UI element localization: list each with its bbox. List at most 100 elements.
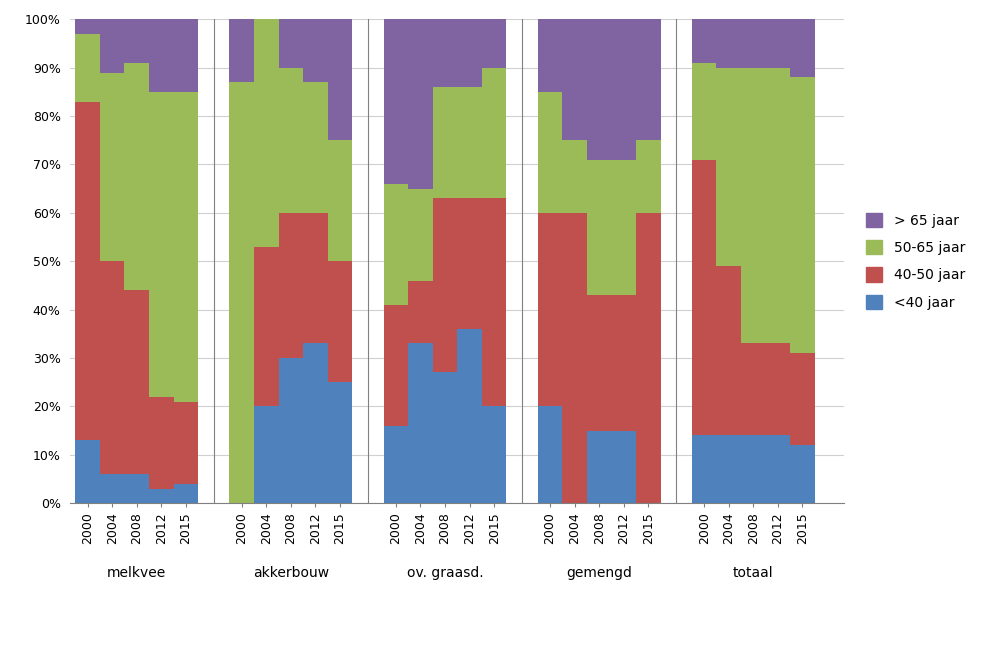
Text: akkerbouw: akkerbouw	[253, 566, 329, 580]
Bar	[691, 63, 717, 159]
Bar	[717, 19, 741, 68]
Bar	[766, 68, 790, 343]
Bar	[304, 213, 328, 343]
Bar	[717, 435, 741, 503]
Bar	[278, 213, 304, 358]
Bar	[691, 19, 717, 63]
Bar	[328, 382, 353, 503]
Bar	[408, 343, 433, 503]
Bar	[328, 141, 353, 261]
Bar	[587, 19, 611, 159]
Bar	[636, 213, 660, 503]
Bar	[99, 474, 125, 503]
Bar	[75, 441, 99, 503]
Bar	[562, 19, 587, 141]
Bar	[611, 19, 636, 159]
Bar	[538, 19, 562, 92]
Bar	[384, 19, 408, 184]
Bar	[125, 63, 149, 290]
Bar	[384, 184, 408, 305]
Bar	[457, 329, 481, 503]
Bar	[481, 68, 507, 199]
Bar	[75, 34, 99, 101]
Legend: > 65 jaar, 50-65 jaar, 40-50 jaar, <40 jaar: > 65 jaar, 50-65 jaar, 40-50 jaar, <40 j…	[859, 206, 972, 317]
Bar	[278, 358, 304, 503]
Bar	[229, 19, 254, 82]
Bar	[408, 19, 433, 189]
Bar	[125, 19, 149, 63]
Bar	[790, 445, 815, 503]
Bar	[433, 19, 457, 87]
Bar	[384, 305, 408, 426]
Bar	[766, 19, 790, 68]
Bar	[790, 77, 815, 353]
Bar	[149, 92, 174, 397]
Bar	[481, 406, 507, 503]
Bar	[229, 82, 254, 503]
Bar	[741, 68, 766, 343]
Bar	[562, 213, 587, 503]
Bar	[538, 213, 562, 406]
Bar	[562, 141, 587, 213]
Bar	[99, 261, 125, 474]
Bar	[433, 199, 457, 373]
Text: melkvee: melkvee	[108, 566, 166, 580]
Text: totaal: totaal	[733, 566, 774, 580]
Text: ov. graasd.: ov. graasd.	[407, 566, 483, 580]
Bar	[75, 102, 99, 441]
Bar	[457, 87, 481, 199]
Bar	[125, 474, 149, 503]
Bar	[717, 68, 741, 266]
Bar	[433, 373, 457, 503]
Bar	[174, 19, 198, 92]
Bar	[99, 73, 125, 261]
Bar	[149, 19, 174, 92]
Bar	[99, 19, 125, 73]
Bar	[174, 484, 198, 503]
Bar	[254, 19, 278, 246]
Bar	[328, 19, 353, 141]
Bar	[254, 406, 278, 503]
Bar	[741, 435, 766, 503]
Bar	[304, 82, 328, 213]
Bar	[457, 19, 481, 87]
Bar	[611, 295, 636, 431]
Bar	[278, 19, 304, 68]
Bar	[481, 19, 507, 68]
Bar	[587, 295, 611, 431]
Bar	[75, 19, 99, 34]
Bar	[174, 401, 198, 484]
Bar	[408, 281, 433, 343]
Text: gemengd: gemengd	[566, 566, 632, 580]
Bar	[304, 343, 328, 503]
Bar	[457, 199, 481, 329]
Bar	[636, 141, 660, 213]
Bar	[766, 435, 790, 503]
Bar	[611, 159, 636, 295]
Bar	[174, 92, 198, 401]
Bar	[538, 92, 562, 213]
Bar	[691, 435, 717, 503]
Bar	[790, 353, 815, 445]
Bar	[611, 431, 636, 503]
Bar	[328, 261, 353, 382]
Bar	[408, 189, 433, 281]
Bar	[538, 406, 562, 503]
Bar	[691, 159, 717, 435]
Bar	[766, 343, 790, 435]
Bar	[481, 199, 507, 406]
Bar	[790, 19, 815, 77]
Bar	[741, 343, 766, 435]
Bar	[304, 19, 328, 82]
Bar	[384, 426, 408, 503]
Bar	[741, 19, 766, 68]
Bar	[717, 266, 741, 435]
Bar	[433, 87, 457, 199]
Bar	[587, 159, 611, 295]
Bar	[125, 290, 149, 474]
Bar	[149, 489, 174, 503]
Bar	[149, 397, 174, 489]
Bar	[254, 246, 278, 406]
Bar	[587, 431, 611, 503]
Bar	[636, 19, 660, 141]
